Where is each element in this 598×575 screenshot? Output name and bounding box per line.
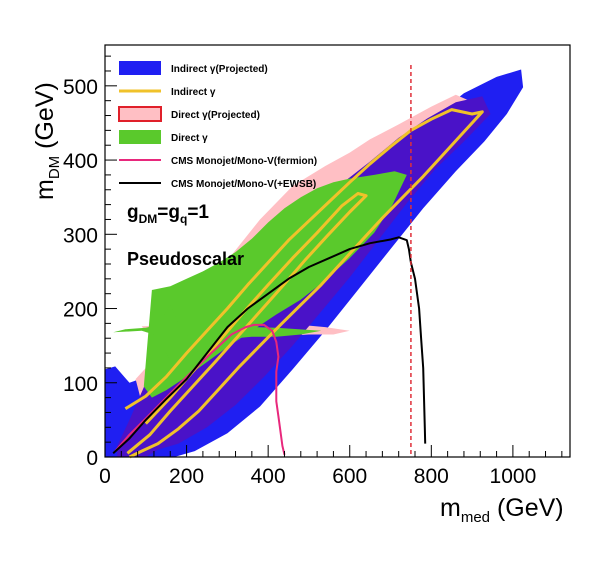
ticks-layer: 0 200 400 600 800 1000 0 100 200 300 400 500 xyxy=(63,55,563,488)
legend-swatch xyxy=(119,61,161,75)
y-tick-label: 500 xyxy=(63,76,98,99)
legend-swatch xyxy=(119,130,161,144)
x-tick-label: 400 xyxy=(251,465,286,488)
legend-label: CMS Monojet/Mono-V(+EWSB) xyxy=(171,179,316,190)
y-axis-title-unit: (GeV) xyxy=(31,82,59,156)
x-axis-title: mmed (GeV) xyxy=(440,494,564,526)
y-tick-label: 300 xyxy=(63,224,98,247)
coupling-rhs: =1 xyxy=(187,202,209,223)
legend-label: Indirect γ xyxy=(171,87,216,98)
x-tick-label: 200 xyxy=(169,465,204,488)
plot-frame xyxy=(104,44,571,458)
legend-label: CMS Monojet/Mono-V(fermion) xyxy=(171,156,317,167)
x-tick-label: 0 xyxy=(99,465,111,488)
series-band-5 xyxy=(113,304,322,370)
series-line-6 xyxy=(124,108,484,459)
x-tick-label: 600 xyxy=(332,465,367,488)
legend-label: Direct γ xyxy=(171,133,208,144)
y-tick-label: 0 xyxy=(86,447,98,470)
coupling-dm-sub: DM xyxy=(139,212,158,226)
series-line-7 xyxy=(126,192,368,455)
x-tick-label: 1000 xyxy=(490,465,537,488)
series-line-9 xyxy=(112,236,427,455)
y-tick-label: 100 xyxy=(63,373,98,396)
lines-layer xyxy=(112,108,484,459)
x-axis-title-main: m xyxy=(440,494,461,522)
legend: Indirect γ(Projected) Indirect γ Direct γ(… xyxy=(118,61,317,190)
y-axis-title-sub: DM xyxy=(46,156,63,179)
y-axis-title: mDM (GeV) xyxy=(31,82,63,200)
coupling-eq: =g xyxy=(157,202,180,223)
legend-label: Direct γ(Projected) xyxy=(171,110,260,121)
series-line-8 xyxy=(114,323,286,456)
coupling-annotation: gDM=gq=1 xyxy=(127,202,209,226)
coupling-q-sub: q xyxy=(180,212,187,226)
legend-swatch xyxy=(118,106,162,122)
y-tick-label: 400 xyxy=(63,150,98,173)
y-axis-title-main: m xyxy=(31,179,59,200)
y-tick-label: 200 xyxy=(63,299,98,322)
legend-label: Indirect γ(Projected) xyxy=(171,64,268,75)
x-axis-title-unit: (GeV) xyxy=(490,494,564,522)
x-axis-title-sub: med xyxy=(461,509,490,526)
x-tick-label: 800 xyxy=(414,465,449,488)
model-annotation: Pseudoscalar xyxy=(127,249,244,269)
coupling-g: g xyxy=(127,202,139,223)
